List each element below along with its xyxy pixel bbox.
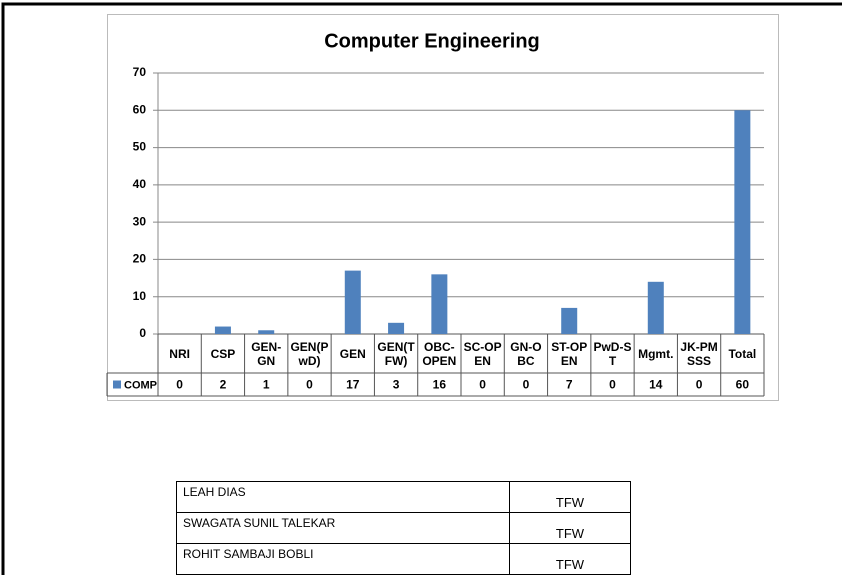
value-cell: 16 (433, 378, 447, 392)
value-cell: 17 (346, 378, 360, 392)
value-cell: 0 (609, 378, 616, 392)
value-cell: 2 (220, 378, 227, 392)
table-row: ROHIT SAMBAJI BOBLI TFW (176, 543, 631, 575)
x-tick-label: SC-OPEN (463, 339, 502, 368)
legend-swatch (113, 380, 121, 389)
x-tick-label: GEN (339, 346, 366, 361)
legend-label: COMP (124, 379, 157, 391)
name-cell: SWAGATA SUNIL TALEKAR (176, 512, 510, 544)
quota-cell: TFW (509, 543, 631, 575)
y-tick-label: 50 (133, 140, 147, 154)
x-tick-label: ST-OPEN (551, 339, 588, 368)
table-row: SWAGATA SUNIL TALEKAR TFW (176, 512, 631, 544)
x-tick-label: Mgmt. (638, 346, 674, 361)
x-tick-label: GN-OBC (510, 339, 542, 368)
name-table: LEAH DIAS TFW SWAGATA SUNIL TALEKAR TFW ROHI… (176, 481, 631, 575)
y-tick-label: 20 (133, 252, 147, 266)
y-tick-label: 40 (133, 177, 147, 191)
bar (388, 322, 405, 334)
value-cell: 0 (696, 378, 703, 392)
quota-cell: TFW (509, 481, 631, 513)
value-cell: 60 (736, 378, 750, 392)
bar (344, 270, 361, 334)
bar (258, 330, 275, 334)
value-cell: 7 (566, 378, 573, 392)
value-cell: 14 (649, 378, 663, 392)
bar (214, 326, 231, 334)
x-tick-label: GEN(PwD) (290, 339, 329, 368)
table-row: LEAH DIAS TFW (176, 481, 631, 513)
x-tick-label: CSP (210, 346, 236, 361)
chart-title: Computer Engineering (324, 30, 540, 52)
y-tick-label: 10 (133, 289, 147, 303)
value-cell: 0 (523, 378, 530, 392)
name-cell: LEAH DIAS (176, 481, 510, 513)
value-cell: 0 (479, 378, 486, 392)
x-tick-label: GEN-GN (251, 339, 282, 368)
x-tick-label: NRI (169, 346, 190, 361)
x-tick-label: Total (728, 346, 757, 361)
bar (561, 307, 578, 334)
y-tick-label: 30 (133, 214, 147, 228)
x-tick-label: OBC-OPEN (422, 339, 457, 368)
y-tick-label: 70 (133, 65, 147, 79)
x-tick-label: GEN(TFW) (377, 339, 415, 368)
x-tick-label: JK-PMSSS (680, 339, 718, 368)
bar (647, 281, 664, 334)
value-cell: 1 (263, 378, 270, 392)
name-cell: ROHIT SAMBAJI BOBLI (176, 543, 510, 575)
value-cell: 0 (306, 378, 313, 392)
chart-frame (107, 14, 779, 401)
y-tick-label: 0 (139, 326, 146, 340)
y-tick-label: 60 (133, 102, 147, 116)
bar (431, 274, 448, 334)
x-tick-label: PwD-ST (593, 339, 632, 368)
quota-cell: TFW (509, 512, 631, 544)
value-cell: 0 (176, 378, 183, 392)
value-cell: 3 (393, 378, 400, 392)
bar (734, 110, 751, 335)
